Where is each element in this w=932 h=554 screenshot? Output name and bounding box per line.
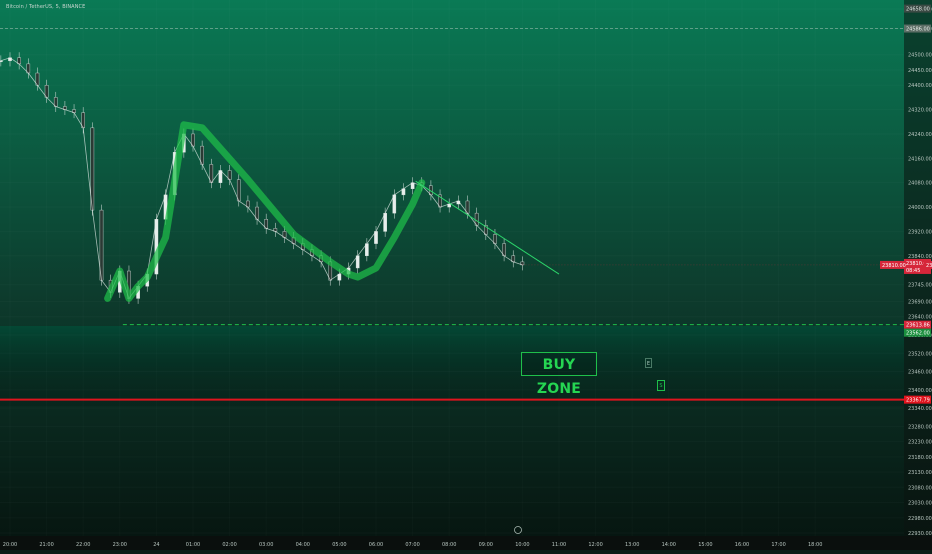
y-tick-label: 23400.00 [908, 388, 932, 394]
y-tick-label: 23280.00 [908, 424, 932, 430]
y-tick-label: 24500.00 [908, 53, 932, 59]
current-price-tag-bg [904, 258, 931, 267]
x-tick-label: 18:00 [808, 542, 822, 548]
symbol-price-tag-bg [880, 260, 904, 269]
y-tick-label: 24400.00 [908, 83, 932, 89]
upper-price-tag: 24658.00 [906, 7, 930, 13]
y-tick-label: 23840.00 [908, 254, 932, 260]
y-tick-label: 23180.00 [908, 455, 932, 461]
x-tick-label: 13:00 [625, 542, 639, 548]
y-tick-label: 24080.00 [908, 181, 932, 187]
y-tick-label: 23920.00 [908, 229, 932, 235]
y-tick-label: 23030.00 [908, 501, 932, 507]
y-tick-label: 22980.00 [908, 516, 932, 522]
buy-zone-label: BUY ZONE [521, 352, 597, 397]
right-edge-tag-bg [924, 260, 932, 269]
y-tick-label: 23080.00 [908, 485, 932, 491]
y-tick-label: 23130.00 [908, 470, 932, 476]
x-tick-label: 11:00 [552, 542, 566, 548]
upper-dashed-tag-bg [904, 24, 931, 33]
stop-price-tag: 23367.79 [906, 398, 930, 404]
x-tick-label: 09:00 [479, 542, 493, 548]
y-tick-label: 23640.00 [908, 315, 932, 321]
price-line [0, 57, 523, 300]
time-axis-bg [0, 536, 932, 550]
price-series [0, 52, 525, 304]
upper-dashed-tag: 24586.00 [906, 27, 930, 33]
candle-body [520, 261, 525, 266]
y-tick-label: 24240.00 [908, 132, 932, 138]
hand-drawn-path [104, 121, 426, 302]
event-marker-s[interactable]: S [657, 380, 665, 391]
x-tick-label: 15:00 [698, 542, 712, 548]
x-tick-label: 22:00 [76, 542, 90, 548]
y-tick-label: 23690.00 [908, 299, 932, 305]
descending-trendline [415, 180, 560, 275]
y-tick-label: 24320.00 [908, 108, 932, 114]
y-tick-label: 23745.00 [908, 283, 932, 289]
price-axis-bg [904, 0, 932, 550]
buy-zone-area [0, 326, 904, 406]
symbol-title: Bitcoin / TetherUS, 5, BINANCE [6, 4, 86, 10]
x-tick-label: 08:00 [442, 542, 456, 548]
event-marker-e[interactable]: E [645, 358, 652, 368]
annotations-layer [0, 28, 904, 534]
x-tick-label: 23:00 [113, 542, 127, 548]
current-price-tag: 23810.00 [906, 261, 930, 267]
current-time-tag-bg [904, 265, 931, 274]
x-tick-label: 04:00 [296, 542, 310, 548]
stop-price-tag-bg [904, 395, 931, 404]
x-tick-label: 10:00 [515, 542, 529, 548]
buy-level-tag: 23613.86 [906, 323, 930, 329]
x-tick-label: 12:00 [588, 542, 602, 548]
x-tick-label: 06:00 [369, 542, 383, 548]
tradingview-marker-icon [514, 526, 522, 534]
right-edge-tag: 23810 [926, 263, 932, 269]
x-tick-label: 05:00 [332, 542, 346, 548]
x-tick-label: 20:00 [3, 542, 17, 548]
x-tick-label: 16:00 [735, 542, 749, 548]
symbol-price-tag: 23810.00 [882, 263, 906, 269]
price-axis: 24650.0024586.0024500.0024450.0024400.00… [880, 4, 932, 537]
x-tick-label: 03:00 [259, 542, 273, 548]
upper-price-tag-bg [904, 4, 931, 13]
y-tick-label: 23340.00 [908, 406, 932, 412]
y-tick-label: 24000.00 [908, 205, 932, 211]
x-tick-label: 21:00 [39, 542, 53, 548]
y-tick-label: 23520.00 [908, 351, 932, 357]
y-tick-label: 22930.00 [908, 531, 932, 537]
y-tick-label: 23230.00 [908, 440, 932, 446]
x-tick-label: 24 [153, 542, 159, 548]
y-tick-label: 24450.00 [908, 68, 932, 74]
x-tick-label: 01:00 [186, 542, 200, 548]
x-tick-label: 14:00 [662, 542, 676, 548]
time-axis: 20:00 21:00 22:00 23:00 24 01:00 02:00 03:00 04:… [3, 542, 823, 548]
y-tick-label: 23460.00 [908, 370, 932, 376]
buy-level-sub-tag-bg [904, 328, 931, 337]
buy-level-tag-bg [904, 320, 931, 329]
x-tick-label: 02:00 [222, 542, 236, 548]
x-tick-label: 07:00 [405, 542, 419, 548]
x-tick-label: 17:00 [771, 542, 785, 548]
y-tick-label: 24160.00 [908, 156, 932, 162]
buy-level-sub-tag: 23562.00 [906, 331, 930, 337]
current-time-tag: 08:45 [906, 268, 920, 274]
